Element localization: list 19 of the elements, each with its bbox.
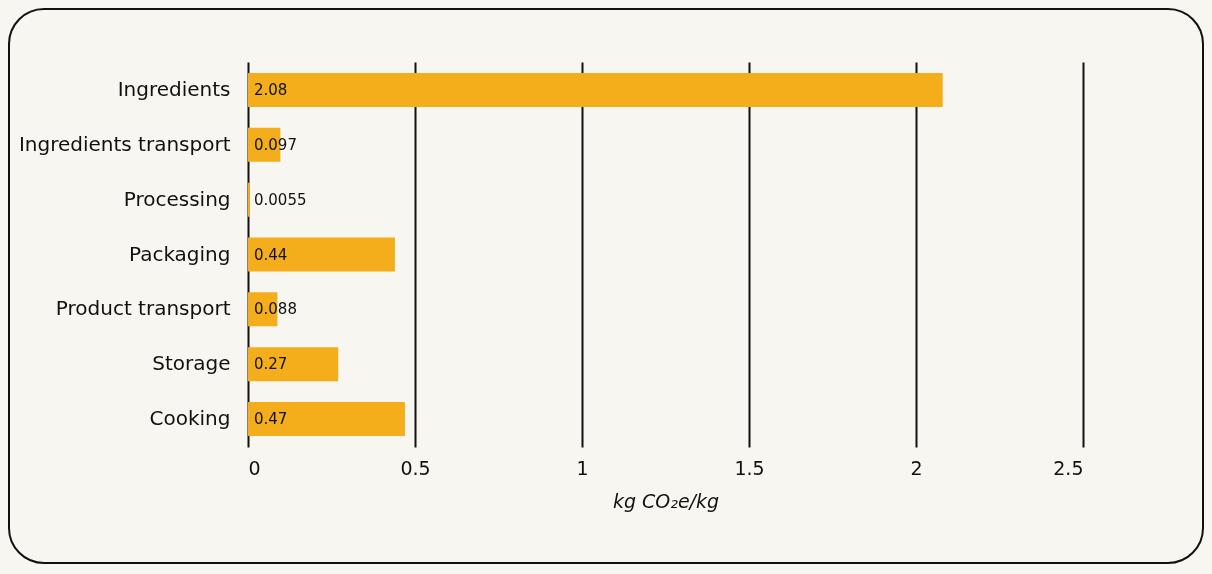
y-tick-label: Cooking: [149, 406, 231, 431]
y-tick-label: Processing: [123, 186, 231, 211]
data-label: 0.44: [254, 245, 288, 264]
y-tick-label: Product transport: [55, 296, 231, 321]
x-axis-title: kg CO₂e/kg: [612, 489, 720, 512]
y-tick-label: Ingredients transport: [18, 131, 231, 156]
x-tick-label: 1: [576, 456, 589, 479]
x-tick-label: 1.5: [734, 456, 765, 479]
x-tick-label: 2: [910, 456, 923, 479]
y-tick-label: Storage: [152, 351, 231, 376]
x-tick-label: 2.5: [1053, 456, 1084, 479]
x-tick-label: 0: [248, 456, 261, 479]
data-label: 0.0055: [254, 190, 307, 209]
data-label: 2.08: [254, 80, 288, 99]
data-label: 0.47: [254, 410, 288, 429]
x-tick-label: 0.5: [400, 456, 431, 479]
data-label: 0.27: [254, 355, 288, 374]
y-tick-label: Packaging: [128, 241, 231, 266]
y-tick-label: Ingredients: [117, 76, 231, 101]
